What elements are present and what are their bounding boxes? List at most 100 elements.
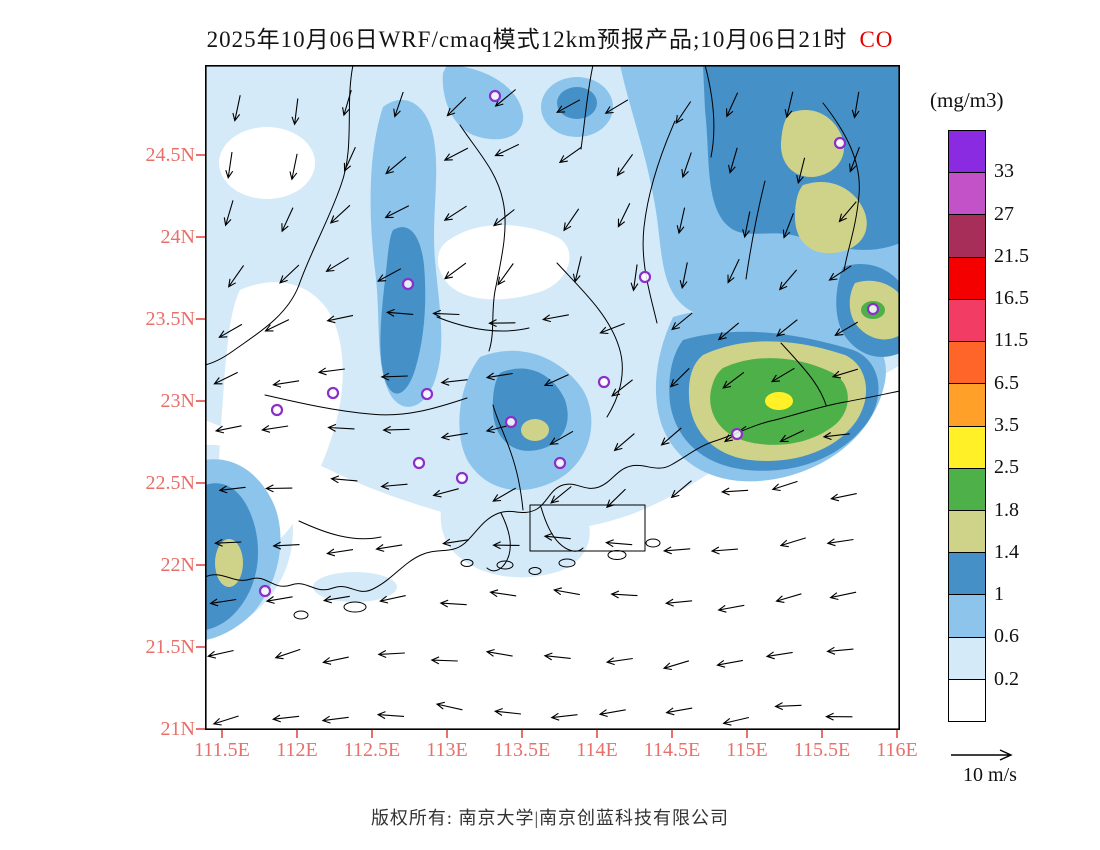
contour-fill-white (219, 127, 315, 199)
river-line (492, 404, 524, 511)
wind-arrow (432, 488, 459, 498)
lon-tick-label: 115.5E (793, 739, 851, 761)
estuary-west-bank (486, 512, 511, 572)
lon-tick-label: 113E (426, 739, 468, 761)
wind-arrow (322, 595, 350, 604)
wind-arrow (289, 153, 298, 181)
lon-tick-mark (821, 730, 823, 738)
wind-arrow (605, 539, 633, 548)
colorbar-cell-6 (949, 384, 985, 427)
wind-arrow (343, 146, 356, 173)
island (293, 610, 309, 620)
map-frame (205, 65, 900, 730)
wind-arrow (851, 91, 860, 119)
wind-arrow (342, 89, 352, 117)
wind-arrow (671, 312, 693, 331)
colorbar-tick-label: 1 (994, 583, 1004, 606)
wind-arrow (446, 97, 467, 117)
wind-arrow (281, 207, 294, 233)
contour-fill-pale (313, 572, 397, 602)
wind-arrow (209, 598, 237, 607)
wind-arrow (765, 651, 793, 660)
province-boundary (459, 124, 506, 352)
wind-arrow (849, 146, 860, 173)
wind-arrow (377, 650, 405, 659)
lon-tick-mark (596, 730, 598, 738)
colorbar-cell-9 (949, 510, 985, 554)
colorbar-cell-5 (949, 342, 985, 385)
city-marker (401, 277, 415, 291)
colorbar-tick-label: 6.5 (994, 371, 1019, 394)
wind-arrow (376, 711, 405, 720)
wind-vector-field (206, 89, 860, 726)
wind-arrow (213, 371, 238, 385)
wind-arrow (212, 715, 239, 726)
lat-tick-mark (196, 564, 205, 566)
province-boundary (436, 316, 530, 332)
colorbar-cell-2 (949, 215, 985, 258)
wind-arrow (771, 480, 798, 492)
colorbar-cell-8 (949, 468, 985, 511)
wind-arrow (598, 709, 626, 718)
wind-arrow (774, 702, 802, 711)
wind-arrow (265, 484, 293, 493)
colorbar-tick-label: 3.5 (994, 414, 1019, 436)
wind-arrow (272, 541, 300, 550)
lon-tick-mark (746, 730, 748, 738)
wind-arrow (393, 91, 404, 118)
colorbar-tick-labels: 33 27 21.5 16.5 11.5 6.5 3.5 2.5 1.8 1.4 1 0.6 0.2 (994, 130, 1074, 722)
lat-tick-label: 24N (160, 226, 195, 248)
wind-arrow (722, 716, 750, 726)
wind-arrow (838, 201, 857, 223)
wind-arrow (775, 593, 802, 603)
wind-arrow (630, 264, 639, 292)
island (343, 601, 367, 613)
island (528, 567, 542, 575)
colorbar-tick-label: 2.5 (994, 456, 1019, 479)
wind-arrow (379, 595, 406, 604)
lon-tick-mark (221, 730, 223, 738)
wind-arrow (717, 322, 740, 341)
wind-arrow (822, 432, 850, 441)
wind-arrow (796, 157, 806, 185)
colorbar (948, 130, 986, 722)
forecast-map (205, 65, 900, 730)
colorbar-cell-3 (949, 257, 985, 300)
lat-tick-label: 22.5N (145, 472, 195, 494)
wind-arrow (375, 544, 403, 552)
wind-arrow (543, 532, 571, 541)
wind-arrow (616, 153, 634, 177)
province-boundary (745, 180, 766, 280)
wind-arrow (232, 95, 241, 122)
page-title: 2025年10月06日WRF/cmaq模式12km预报产品;10月06日21时 C… (0, 20, 1100, 54)
wind-arrow (665, 707, 693, 716)
island (496, 560, 514, 570)
wind-arrow (227, 265, 245, 288)
colorbar-cell-1 (949, 173, 985, 216)
wind-arrow (826, 646, 854, 655)
province-boundary (642, 120, 676, 324)
lat-tick-label: 23.5N (145, 308, 195, 330)
wind-arrow (279, 264, 300, 284)
city-marker (638, 270, 652, 284)
wind-arrow (385, 156, 407, 175)
wind-arrow (485, 372, 513, 381)
wind-arrow (664, 598, 693, 607)
wind-arrow (555, 99, 581, 113)
wind-arrow (485, 648, 513, 657)
city-marker (412, 456, 426, 470)
wind-arrow (778, 269, 798, 291)
contour-fill-khaki (215, 539, 243, 587)
wind-arrow (572, 256, 582, 283)
lat-tick-label: 21.5N (145, 636, 195, 658)
lat-tick-label: 21N (160, 718, 195, 740)
wind-arrow (829, 591, 857, 601)
wind-arrow (831, 368, 859, 379)
island (645, 538, 661, 548)
wind-arrow (784, 91, 794, 119)
wind-arrow (492, 541, 520, 550)
city-marker (326, 386, 340, 400)
city-marker (553, 456, 567, 470)
wind-arrow (488, 319, 516, 327)
wind-arrow (443, 147, 469, 161)
